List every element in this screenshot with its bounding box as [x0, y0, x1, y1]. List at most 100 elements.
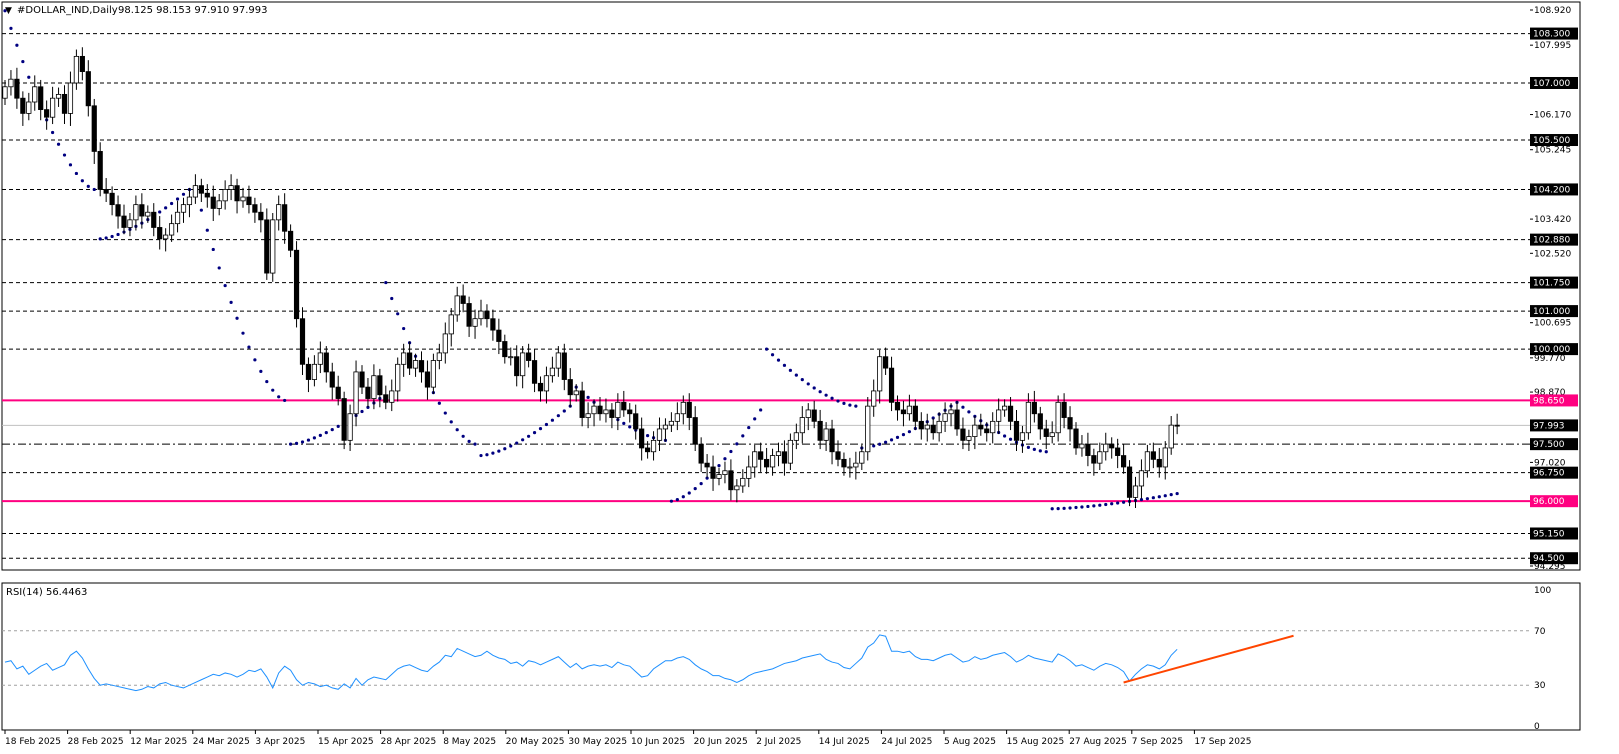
candle[interactable] — [537, 376, 544, 402]
candle[interactable] — [151, 203, 157, 237]
candle[interactable] — [787, 433, 794, 471]
candle[interactable] — [335, 375, 341, 406]
candle[interactable] — [287, 224, 294, 258]
candle[interactable] — [1168, 416, 1174, 455]
candle[interactable] — [615, 393, 621, 431]
rsi-trendline[interactable] — [1123, 634, 1294, 684]
candle[interactable] — [1049, 421, 1055, 444]
candle[interactable] — [246, 185, 252, 214]
candle[interactable] — [1019, 425, 1026, 453]
candle[interactable] — [1025, 393, 1031, 440]
candle[interactable] — [50, 86, 56, 125]
candle[interactable] — [704, 454, 710, 478]
candle[interactable] — [966, 429, 972, 451]
candle[interactable] — [186, 187, 193, 218]
candle[interactable] — [698, 437, 704, 472]
candle[interactable] — [692, 406, 698, 451]
candle[interactable] — [1031, 390, 1037, 423]
candle[interactable] — [746, 455, 752, 488]
candle[interactable] — [174, 200, 181, 233]
candle[interactable] — [728, 459, 734, 501]
candle[interactable] — [293, 241, 300, 328]
candle[interactable] — [597, 397, 603, 421]
candle[interactable] — [103, 178, 109, 202]
candle[interactable] — [109, 186, 115, 216]
candle[interactable] — [311, 355, 318, 387]
candle[interactable] — [894, 395, 901, 421]
candle[interactable] — [942, 402, 948, 432]
candle[interactable] — [8, 70, 14, 96]
candle[interactable] — [514, 345, 520, 387]
candle[interactable] — [1144, 444, 1150, 478]
candle[interactable] — [365, 378, 371, 408]
candle[interactable] — [2, 79, 8, 106]
candle[interactable] — [145, 205, 151, 223]
candle[interactable] — [97, 142, 103, 197]
candle[interactable] — [1121, 444, 1127, 474]
candle[interactable] — [472, 309, 478, 339]
candle[interactable] — [1115, 438, 1121, 469]
candle[interactable] — [859, 444, 865, 471]
candle[interactable] — [888, 356, 895, 412]
candle[interactable] — [210, 185, 216, 221]
candle[interactable] — [484, 304, 490, 328]
candle[interactable] — [32, 75, 38, 111]
candle[interactable] — [686, 393, 692, 431]
candle[interactable] — [781, 440, 788, 476]
candle[interactable] — [79, 47, 85, 81]
candle[interactable] — [722, 461, 728, 484]
candle[interactable] — [252, 197, 258, 223]
candle[interactable] — [317, 341, 323, 374]
candle[interactable] — [1109, 437, 1115, 459]
candle[interactable] — [282, 193, 288, 244]
candle[interactable] — [573, 384, 579, 402]
candle[interactable] — [418, 351, 425, 383]
candle[interactable] — [769, 448, 776, 476]
candle[interactable] — [502, 334, 508, 364]
candle[interactable] — [656, 417, 663, 451]
candle[interactable] — [1085, 432, 1091, 467]
candle[interactable] — [639, 417, 645, 461]
candle[interactable] — [1055, 395, 1061, 442]
candle[interactable] — [180, 197, 187, 223]
candle[interactable] — [567, 368, 573, 408]
candle[interactable] — [990, 412, 996, 444]
candle[interactable] — [466, 296, 472, 337]
candle[interactable] — [674, 402, 680, 431]
candle[interactable] — [67, 71, 74, 126]
candle[interactable] — [954, 400, 960, 436]
candle[interactable] — [877, 349, 883, 404]
candle[interactable] — [1132, 476, 1139, 509]
candle[interactable] — [841, 452, 847, 476]
candle[interactable] — [823, 422, 829, 451]
candle[interactable] — [680, 395, 686, 425]
candle[interactable] — [323, 346, 329, 383]
candle[interactable] — [609, 403, 615, 429]
candle[interactable] — [1126, 460, 1133, 507]
candle[interactable] — [406, 341, 413, 375]
candle[interactable] — [531, 349, 538, 393]
candle[interactable] — [579, 381, 585, 427]
candle[interactable] — [299, 307, 306, 375]
candle[interactable] — [930, 418, 936, 440]
rsi-line[interactable] — [4, 634, 1178, 692]
candle[interactable] — [978, 413, 984, 436]
candle[interactable] — [1097, 442, 1103, 471]
candle[interactable] — [871, 379, 877, 417]
candle[interactable] — [627, 403, 633, 423]
candle[interactable] — [121, 204, 127, 235]
candle[interactable] — [793, 423, 799, 450]
candle[interactable] — [650, 431, 657, 461]
candle[interactable] — [865, 397, 871, 461]
candle[interactable] — [1091, 448, 1097, 476]
candle[interactable] — [115, 195, 121, 229]
candle[interactable] — [139, 193, 145, 229]
candle[interactable] — [1013, 409, 1020, 451]
candle[interactable] — [740, 469, 746, 493]
candle[interactable] — [168, 214, 175, 242]
candle[interactable] — [55, 87, 62, 107]
candle[interactable] — [222, 180, 228, 210]
candle[interactable] — [883, 347, 889, 375]
candle[interactable] — [900, 400, 907, 427]
